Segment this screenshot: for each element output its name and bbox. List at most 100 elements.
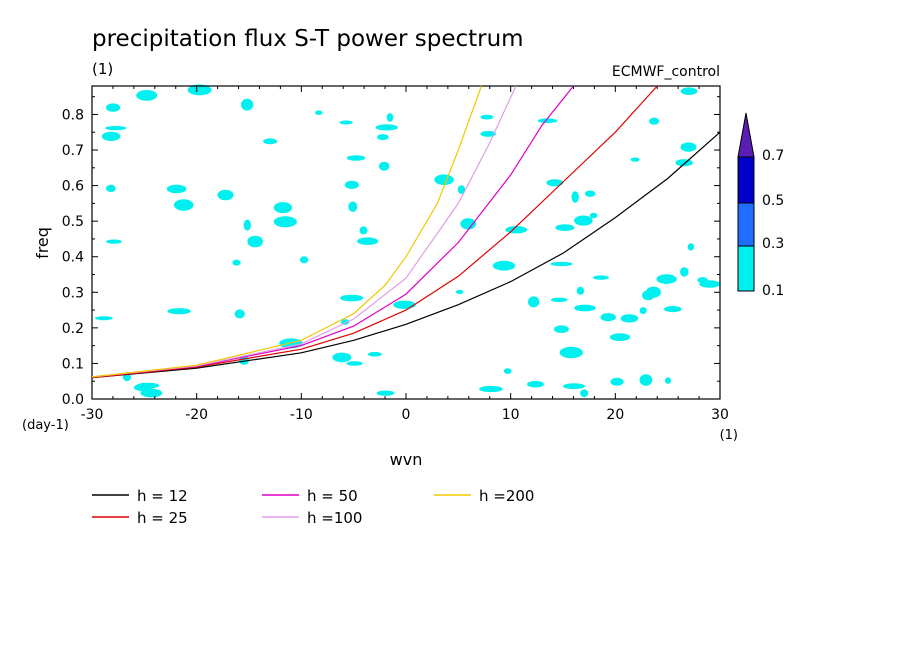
contour-patch xyxy=(574,304,596,312)
contour-patch xyxy=(546,179,564,187)
contour-patch xyxy=(378,161,390,171)
contour-patch xyxy=(106,239,122,244)
x-axis-label: wvn xyxy=(390,450,423,469)
contour-patch xyxy=(375,124,398,131)
contour-patch xyxy=(656,274,677,284)
y-axis-label: freq xyxy=(33,227,52,259)
y-tick-label: 0.2 xyxy=(62,321,84,337)
contour-patch xyxy=(376,390,395,396)
contour-patch xyxy=(167,308,191,315)
contour-patch xyxy=(680,87,698,95)
contour-patch xyxy=(639,374,653,386)
contour-patch xyxy=(315,110,323,115)
legend-label: h =200 xyxy=(479,487,534,505)
contour-patch xyxy=(580,389,589,398)
contour-patch xyxy=(697,277,708,284)
contour-patch xyxy=(241,98,254,111)
chart-title: precipitation flux S-T power spectrum xyxy=(92,26,524,52)
y-units-label: (day-1) xyxy=(22,418,69,433)
contour-patch xyxy=(550,261,573,267)
contour-patch xyxy=(620,314,639,323)
contour-patch xyxy=(434,174,454,185)
contour-patch xyxy=(480,130,497,137)
contour-patch xyxy=(357,237,379,245)
x-units-label: (1) xyxy=(720,428,738,443)
contour-patch xyxy=(247,235,263,248)
contour-patch xyxy=(675,159,693,167)
contour-patch xyxy=(346,361,363,366)
y-tick-label: 0.1 xyxy=(62,356,84,372)
contour-patch xyxy=(576,286,585,295)
contour-patch xyxy=(609,333,631,341)
legend-label: h = 50 xyxy=(307,487,358,505)
contour-fill-layer xyxy=(95,84,721,398)
contour-patch xyxy=(455,289,464,294)
contour-patch xyxy=(136,382,160,389)
x-tick-label: 30 xyxy=(711,407,729,423)
contour-patch xyxy=(346,155,366,161)
contour-patch xyxy=(348,201,358,212)
y-tick-label: 0.0 xyxy=(62,392,84,408)
contour-patch xyxy=(377,134,389,141)
contour-patch xyxy=(136,90,158,101)
contour-patch xyxy=(279,338,303,349)
colorbar-segment xyxy=(737,245,755,292)
contour-patch xyxy=(553,325,569,334)
title-units: (1) xyxy=(92,60,113,78)
contour-patch xyxy=(122,373,132,382)
contour-patch xyxy=(217,189,234,201)
contour-patch xyxy=(344,180,359,189)
contour-patch xyxy=(550,297,568,302)
contour-patch xyxy=(359,226,368,235)
curve-h-50 xyxy=(91,85,574,378)
colorbar-segment xyxy=(737,202,755,247)
colorbar-label: 0.7 xyxy=(762,148,784,164)
contour-patch xyxy=(649,117,660,125)
y-tick-label: 0.6 xyxy=(62,179,84,195)
y-tick-label: 0.7 xyxy=(62,143,84,159)
contour-patch xyxy=(480,114,494,120)
contour-patch xyxy=(687,243,695,251)
y-tick-label: 0.5 xyxy=(62,214,84,230)
contour-patch xyxy=(105,126,127,131)
x-tick-label: 20 xyxy=(606,407,624,423)
contour-patch xyxy=(527,380,544,388)
contour-patch xyxy=(460,218,477,230)
curve-h-100 xyxy=(91,85,517,378)
legend: h = 12 h = 25 h = 50 h =100 h =200 xyxy=(92,487,534,527)
contour-patch xyxy=(559,346,583,359)
curve-h-12 xyxy=(91,131,721,379)
contour-patch xyxy=(571,191,579,203)
legend-label: h = 25 xyxy=(137,509,188,527)
contour-patch xyxy=(528,296,540,308)
contour-patch xyxy=(503,368,512,374)
contour-patch xyxy=(600,313,616,322)
y-tick-label: 0.8 xyxy=(62,107,84,123)
x-tick-label: 0 xyxy=(402,407,411,423)
x-tick-label: -10 xyxy=(290,407,313,423)
contour-patch xyxy=(585,190,596,197)
curve-h-200 xyxy=(91,85,482,378)
contour-patch xyxy=(589,212,598,219)
contour-patch xyxy=(367,351,382,357)
x-tick-label: -20 xyxy=(185,407,208,423)
contour-patch xyxy=(300,256,309,264)
dispersion-curves xyxy=(91,85,721,379)
curve-h-25 xyxy=(91,85,658,379)
contour-patch xyxy=(537,118,558,123)
contour-patch xyxy=(610,377,624,386)
contour-patch xyxy=(664,306,682,313)
contour-patch xyxy=(457,185,466,195)
x-tick-label: -30 xyxy=(81,407,104,423)
contour-patch xyxy=(263,138,278,145)
contour-patch xyxy=(187,84,212,96)
contour-patch xyxy=(492,260,516,271)
y-tick-label: 0.4 xyxy=(62,250,84,266)
contour-patch xyxy=(106,184,116,192)
contour-patch xyxy=(273,202,293,214)
contour-patch xyxy=(393,300,416,309)
legend-label: h = 12 xyxy=(137,487,188,505)
legend-label: h =100 xyxy=(307,509,362,527)
contour-patch xyxy=(680,267,689,277)
contour-patch xyxy=(106,103,121,112)
